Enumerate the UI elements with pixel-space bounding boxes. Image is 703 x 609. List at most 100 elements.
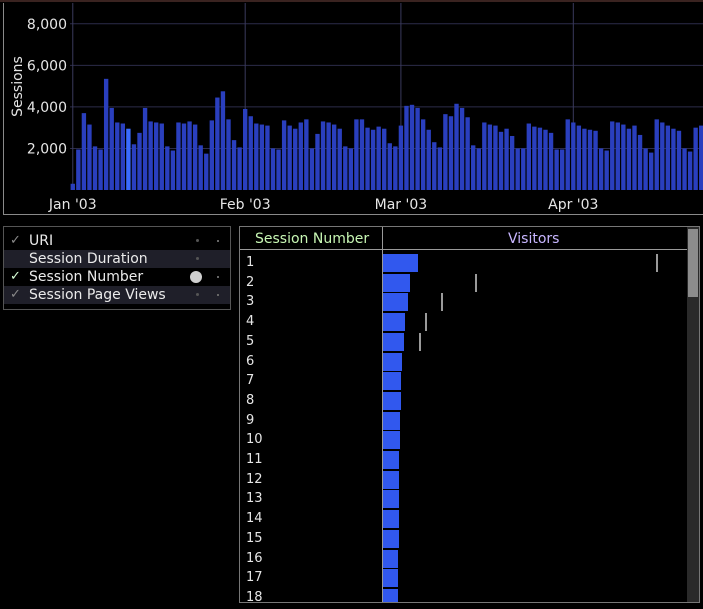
chart-bar[interactable]	[159, 123, 164, 190]
chart-bar[interactable]	[415, 107, 420, 190]
chart-bar[interactable]	[498, 131, 504, 190]
row-session-number[interactable]: 16	[246, 550, 263, 566]
chart-bar[interactable]	[432, 142, 437, 190]
chart-bar[interactable]	[231, 140, 237, 190]
chart-bar[interactable]	[471, 145, 476, 190]
chart-bar[interactable]	[676, 130, 682, 190]
column-header-visitors[interactable]: Visitors	[508, 231, 560, 247]
sessions-bar-chart[interactable]: 8,000 6,000 4,000 2,000 Jan '03 Feb '03 Mar '0…	[4, 3, 703, 215]
chart-bar[interactable]	[309, 148, 315, 190]
chart-bar[interactable]	[582, 128, 587, 190]
chart-bar[interactable]	[120, 123, 126, 190]
column-header-session-number[interactable]: Session Number	[255, 231, 370, 247]
vertical-scrollbar[interactable]	[687, 227, 699, 602]
chart-bar[interactable]	[487, 124, 493, 190]
chart-bar[interactable]	[660, 122, 665, 190]
row-session-number[interactable]: 7	[246, 373, 255, 389]
chart-bar[interactable]	[331, 124, 337, 190]
row-session-number[interactable]: 10	[246, 432, 263, 448]
visitors-bar[interactable]	[383, 273, 411, 292]
chart-bar[interactable]	[198, 145, 203, 190]
chart-bar[interactable]	[176, 122, 181, 190]
row-session-number[interactable]: 1	[246, 255, 255, 270]
chart-bar[interactable]	[610, 121, 615, 190]
chart-bar[interactable]	[165, 146, 170, 190]
row-session-number[interactable]: 15	[246, 530, 263, 546]
chart-bar[interactable]	[526, 123, 531, 190]
chart-bar[interactable]	[637, 134, 643, 190]
chart-bar[interactable]	[476, 148, 481, 190]
visitors-bar[interactable]	[383, 569, 399, 588]
chart-bar[interactable]	[587, 129, 593, 190]
visitors-bar[interactable]	[383, 490, 400, 509]
row-session-number[interactable]: 14	[246, 511, 263, 527]
visitors-bar[interactable]	[383, 451, 400, 469]
checkmark-icon[interactable]: ✓	[10, 233, 21, 248]
chart-bar[interactable]	[187, 121, 192, 190]
row-session-number[interactable]: 13	[246, 491, 263, 507]
chart-bar[interactable]	[70, 183, 75, 190]
chart-bar[interactable]	[142, 107, 148, 190]
selection-dot-icon[interactable]	[190, 271, 202, 283]
chart-bar[interactable]	[254, 123, 259, 190]
chart-bar[interactable]	[154, 122, 159, 190]
chart-bar[interactable]	[537, 127, 543, 190]
chart-bar[interactable]	[387, 143, 392, 190]
chart-bar[interactable]	[465, 117, 470, 190]
chart-bar[interactable]	[426, 129, 431, 190]
chart-bar[interactable]	[109, 107, 114, 190]
chart-bar[interactable]	[504, 128, 509, 190]
chart-bar[interactable]	[137, 132, 142, 190]
chart-bar[interactable]	[192, 124, 198, 190]
checkmark-icon[interactable]: ✓	[10, 287, 21, 302]
scrollbar-thumb[interactable]	[688, 229, 698, 297]
chart-bar[interactable]	[665, 125, 671, 190]
visitors-bar[interactable]	[383, 313, 406, 332]
chart-bar[interactable]	[326, 122, 331, 190]
visitors-bar[interactable]	[383, 411, 401, 430]
chart-bar[interactable]	[370, 129, 376, 190]
visitors-bar[interactable]	[383, 391, 401, 410]
chart-bar[interactable]	[648, 152, 654, 190]
chart-bar[interactable]	[454, 103, 459, 190]
visitors-bar[interactable]	[383, 332, 404, 351]
chart-bar[interactable]	[654, 119, 659, 190]
chart-bar[interactable]	[493, 125, 498, 190]
visitors-bar[interactable]	[383, 293, 408, 312]
checkmark-icon[interactable]: ✓	[10, 269, 21, 284]
attribute-row[interactable]: ✓ URI	[4, 232, 230, 250]
row-session-number[interactable]: 6	[246, 353, 255, 369]
chart-bar[interactable]	[359, 119, 365, 190]
chart-bar[interactable]	[565, 119, 570, 190]
chart-bar[interactable]	[699, 125, 703, 190]
chart-bar[interactable]	[348, 148, 354, 190]
chart-bar[interactable]	[532, 126, 537, 190]
chart-bar[interactable]	[687, 151, 693, 190]
session-number-table[interactable]: Session Number Visitors 1 2 3 4 5 6 7 8 9 10 11 12 1…	[239, 226, 700, 603]
chart-bar[interactable]	[131, 144, 137, 190]
visitors-bar[interactable]	[383, 588, 399, 602]
visitors-bar[interactable]	[383, 510, 399, 529]
chart-bar[interactable]	[621, 124, 626, 190]
chart-bar[interactable]	[560, 149, 565, 190]
chart-bar[interactable]	[281, 120, 287, 190]
chart-bar[interactable]	[632, 125, 637, 190]
chart-bar[interactable]	[393, 146, 398, 190]
chart-bar[interactable]	[293, 128, 298, 190]
visitors-bar[interactable]	[383, 372, 402, 391]
chart-bar[interactable]	[115, 122, 120, 190]
chart-bar[interactable]	[98, 149, 103, 190]
chart-bar[interactable]	[320, 121, 326, 190]
chart-bar[interactable]	[220, 91, 226, 190]
chart-bar[interactable]	[337, 128, 342, 190]
chart-bar[interactable]	[365, 127, 370, 190]
chart-bar[interactable]	[543, 129, 548, 190]
visitors-bar[interactable]	[383, 470, 400, 489]
chart-bar[interactable]	[298, 122, 303, 190]
row-session-number[interactable]: 18	[246, 589, 263, 603]
chart-bar[interactable]	[598, 148, 604, 190]
visitors-bar[interactable]	[383, 549, 399, 568]
row-session-number[interactable]: 5	[246, 333, 255, 349]
chart-bar[interactable]	[409, 104, 415, 190]
chart-bar[interactable]	[276, 149, 281, 190]
